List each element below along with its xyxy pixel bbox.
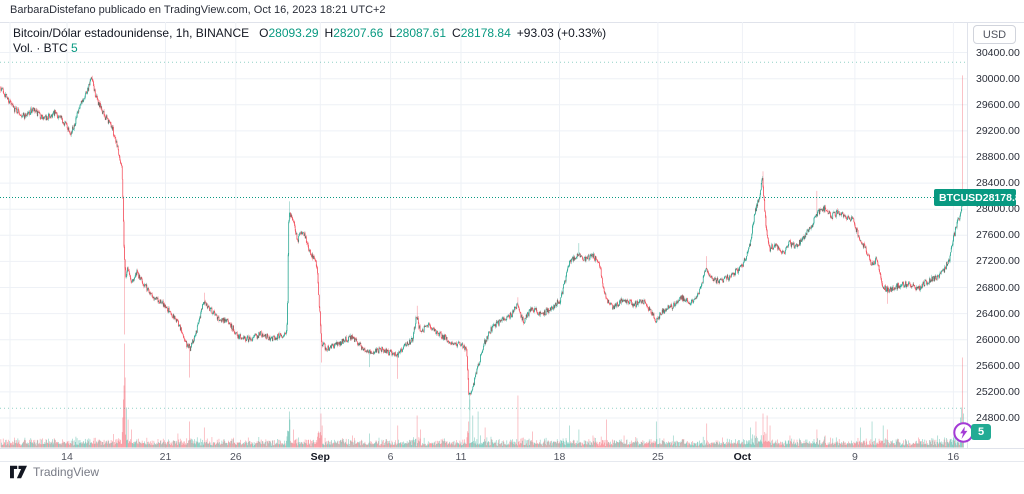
time-tick-label: Sep	[298, 451, 342, 463]
time-tick-label: 9	[833, 451, 877, 463]
ohlc-value: 28207.66	[333, 26, 383, 40]
price-tick-label: 29600.00	[976, 99, 1020, 111]
price-tick-label: 24800.00	[976, 412, 1020, 424]
series-title[interactable]: Bitcoin/Dólar estadounidense, 1h, BINANC…	[13, 26, 249, 40]
price-tick-label: 27600.00	[976, 229, 1020, 241]
time-tick-label: 21	[144, 451, 188, 463]
ohlc-label: L	[389, 26, 396, 40]
last-price-badge: BTCUSD 28178.84	[934, 189, 1016, 206]
ohlc-label: C	[452, 26, 461, 40]
price-tick-label: 28800.00	[976, 151, 1020, 163]
time-tick-label: 14	[45, 451, 89, 463]
price-tick-label: 28400.00	[976, 177, 1020, 189]
time-tick-label: Oct	[720, 451, 764, 463]
chart-legend: Bitcoin/Dólar estadounidense, 1h, BINANC…	[13, 26, 606, 56]
tradingview-attribution[interactable]: TradingView	[10, 465, 99, 479]
price-tick-label: 30400.00	[976, 47, 1020, 59]
change-value: +93.03 (+0.33%)	[517, 26, 606, 40]
ohlc-label: H	[325, 26, 334, 40]
tradingview-brand-text: TradingView	[33, 465, 99, 479]
time-tick-label: 11	[439, 451, 483, 463]
volume-label[interactable]: Vol. · BTC	[13, 41, 68, 55]
price-tick-label: 26800.00	[976, 282, 1020, 294]
last-price-symbol: BTCUSD	[939, 192, 983, 204]
volume-value-badge: 5	[971, 424, 991, 440]
price-tick-label: 25600.00	[976, 360, 1020, 372]
price-tick-label: 25200.00	[976, 386, 1020, 398]
time-tick-label: 6	[369, 451, 413, 463]
ohlc-value: 28087.61	[396, 26, 446, 40]
time-tick-label: 26	[214, 451, 258, 463]
tradingview-logo-icon	[10, 465, 27, 479]
legend-series-row: Bitcoin/Dólar estadounidense, 1h, BINANC…	[13, 26, 606, 41]
ohlc-value: 28093.29	[268, 26, 318, 40]
ohlc-value: 28178.84	[461, 26, 511, 40]
time-tick-label: 25	[636, 451, 680, 463]
price-tick-label: 26400.00	[976, 308, 1020, 320]
last-price-value: 28178.84	[983, 192, 1024, 204]
price-tick-label: 26000.00	[976, 334, 1020, 346]
price-tick-label: 27200.00	[976, 255, 1020, 267]
price-tick-label: 30000.00	[976, 73, 1020, 85]
time-tick-label: 16	[931, 451, 975, 463]
currency-usd-button[interactable]: USD	[973, 25, 1016, 44]
price-tick-label: 29200.00	[976, 125, 1020, 137]
volume-value: 5	[71, 41, 78, 55]
legend-volume-row: Vol. · BTC 5	[13, 41, 606, 56]
time-tick-label: 18	[538, 451, 582, 463]
